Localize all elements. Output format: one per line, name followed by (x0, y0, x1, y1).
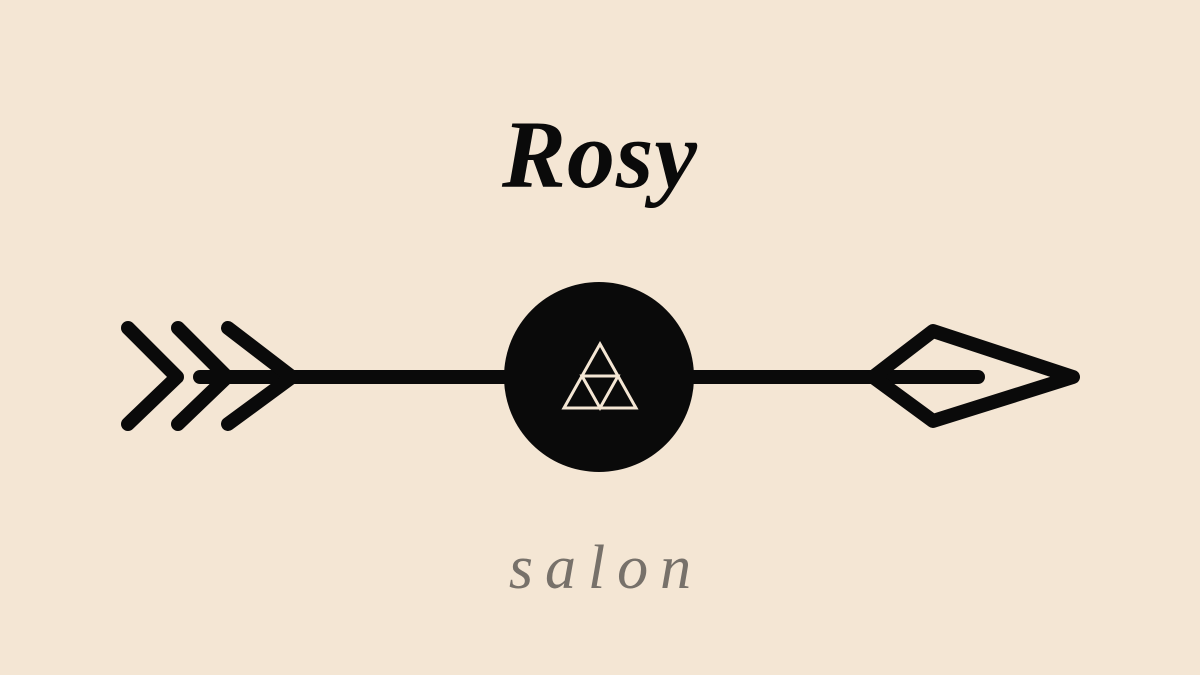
arrow-fletching-3 (221, 321, 299, 431)
arrowhead (866, 324, 1080, 428)
triforce-icon (561, 340, 639, 412)
arrow-fletching-2 (171, 321, 234, 431)
arrow-emblem-icon (121, 282, 1080, 472)
brand-name: Rosy (502, 101, 698, 208)
arrow-fletching-1 (121, 321, 184, 431)
tagline: salon (508, 534, 704, 602)
